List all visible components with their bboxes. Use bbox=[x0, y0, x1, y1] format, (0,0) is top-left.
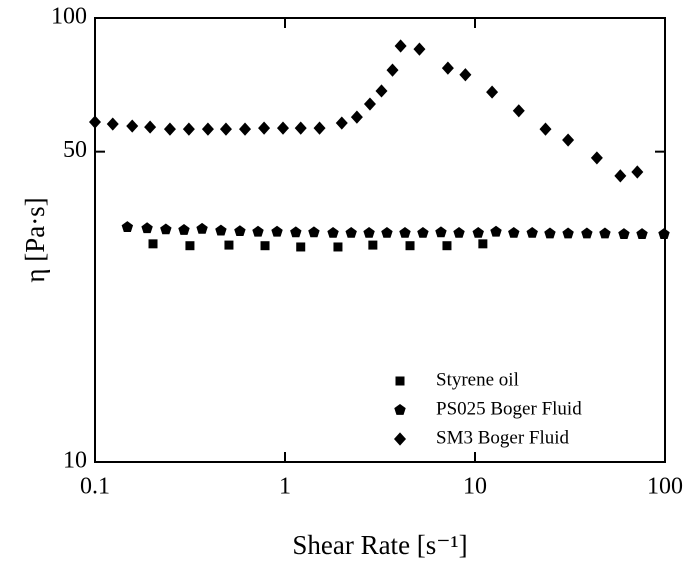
x-tick-label: 10 bbox=[463, 474, 487, 500]
data-point bbox=[618, 228, 630, 239]
legend-marker bbox=[395, 376, 405, 386]
data-point bbox=[658, 228, 670, 239]
x-tick-label: 100 bbox=[647, 474, 683, 500]
data-point bbox=[294, 121, 307, 135]
data-point bbox=[363, 97, 376, 111]
data-point bbox=[459, 68, 472, 82]
data-point bbox=[148, 239, 158, 249]
data-point bbox=[327, 226, 339, 238]
data-point bbox=[89, 115, 101, 129]
data-point bbox=[224, 240, 234, 250]
data-point bbox=[590, 151, 603, 165]
data-point bbox=[121, 221, 134, 233]
data-point bbox=[399, 226, 411, 238]
data-point bbox=[394, 39, 407, 53]
y-axis-title: η [Pa·s] bbox=[20, 197, 50, 282]
data-point bbox=[144, 120, 157, 134]
data-point bbox=[539, 122, 552, 136]
data-point bbox=[478, 239, 488, 249]
data-point bbox=[486, 85, 499, 99]
data-point bbox=[368, 240, 378, 250]
data-point bbox=[185, 241, 195, 251]
data-point bbox=[252, 225, 264, 237]
data-point bbox=[215, 224, 227, 236]
data-point bbox=[490, 225, 502, 237]
data-point bbox=[239, 122, 252, 136]
data-point bbox=[178, 224, 190, 235]
data-point bbox=[413, 42, 426, 56]
data-point bbox=[260, 241, 270, 251]
x-tick-label: 1 bbox=[279, 474, 291, 500]
data-point bbox=[453, 226, 465, 238]
data-point bbox=[544, 227, 556, 239]
data-point bbox=[345, 226, 357, 238]
data-point bbox=[381, 226, 393, 238]
data-point bbox=[562, 227, 574, 239]
y-tick-label: 100 bbox=[51, 4, 87, 30]
data-point bbox=[435, 226, 447, 238]
data-point bbox=[508, 226, 520, 238]
data-point bbox=[631, 165, 644, 179]
data-point bbox=[163, 122, 176, 136]
legend-marker bbox=[394, 432, 406, 446]
data-point bbox=[201, 122, 214, 136]
data-point bbox=[182, 122, 195, 136]
data-point bbox=[276, 121, 289, 135]
data-point bbox=[562, 133, 575, 147]
data-point bbox=[308, 226, 320, 238]
data-point bbox=[442, 241, 452, 251]
data-point bbox=[126, 119, 139, 133]
plot-frame bbox=[94, 17, 666, 463]
data-point bbox=[472, 226, 484, 238]
y-tick-label: 10 bbox=[63, 448, 87, 474]
data-point bbox=[271, 225, 283, 237]
data-point bbox=[363, 226, 375, 238]
legend-label: SM3 Boger Fluid bbox=[436, 427, 570, 448]
data-point bbox=[335, 116, 348, 130]
legend-label: Styrene oil bbox=[436, 369, 519, 390]
data-point bbox=[375, 84, 388, 98]
data-point bbox=[141, 222, 153, 234]
x-axis-title: Shear Rate [s⁻¹] bbox=[292, 530, 467, 560]
legend-marker bbox=[394, 404, 406, 415]
data-point bbox=[636, 228, 648, 239]
data-point bbox=[581, 227, 593, 239]
legend-label: PS025 Boger Fluid bbox=[436, 398, 582, 419]
data-point bbox=[405, 241, 415, 251]
data-point bbox=[313, 121, 326, 135]
y-tick-label: 50 bbox=[63, 137, 87, 163]
data-point bbox=[614, 169, 627, 183]
data-point bbox=[258, 121, 271, 135]
data-point bbox=[296, 242, 306, 252]
data-point bbox=[234, 225, 246, 237]
data-point bbox=[160, 223, 172, 235]
data-point bbox=[441, 61, 454, 75]
data-point bbox=[106, 117, 119, 131]
data-point bbox=[196, 222, 208, 234]
data-point bbox=[512, 104, 525, 118]
data-point bbox=[350, 110, 363, 124]
data-point bbox=[526, 226, 538, 238]
data-point bbox=[599, 227, 611, 239]
data-point bbox=[333, 242, 343, 252]
data-point bbox=[417, 226, 429, 238]
data-point bbox=[219, 122, 232, 136]
data-point bbox=[386, 63, 399, 77]
x-tick-label: 0.1 bbox=[80, 474, 110, 500]
data-point bbox=[290, 226, 302, 238]
